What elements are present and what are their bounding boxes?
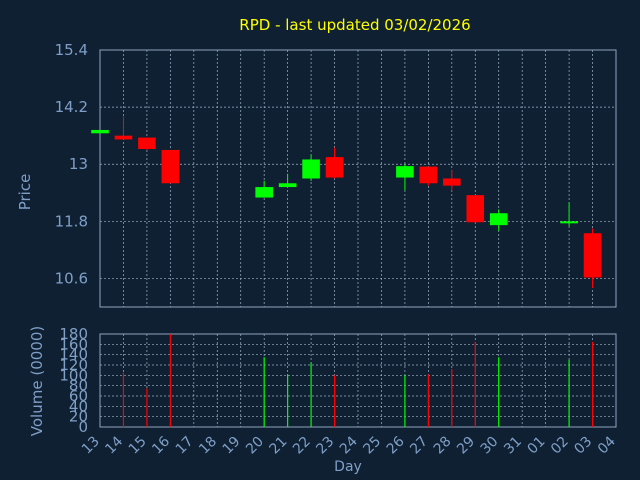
price-tick-label: 14.2 [55, 98, 88, 116]
chart-title: RPD - last updated 03/02/2026 [239, 16, 470, 34]
volume-tick-label: 120 [59, 356, 88, 374]
x-tick-label: 16 [149, 433, 173, 457]
volume-bars [122, 334, 594, 427]
x-tick-label: 27 [407, 434, 431, 458]
x-tick-label: 30 [478, 434, 502, 458]
x-tick-label: 21 [267, 434, 291, 458]
candle-body [114, 135, 133, 140]
tick-labels: 15.414.21311.810.61801601401201008060402… [55, 41, 619, 457]
x-tick-label: 23 [313, 434, 337, 458]
x-tick-label: 02 [548, 434, 572, 458]
volume-tick-label: 20 [69, 408, 88, 426]
candle-body [419, 166, 438, 184]
volume-tick-label: 0 [78, 418, 88, 436]
x-tick-label: 29 [454, 434, 478, 458]
price-axis-label: Price [16, 174, 34, 211]
candle-body [325, 157, 344, 178]
candle-body [396, 166, 414, 178]
volume-tick-label: 180 [59, 325, 88, 343]
price-tick-label: 11.8 [55, 212, 88, 230]
panel-frames [99, 49, 617, 428]
candle-body [161, 149, 180, 184]
grid-layer [99, 49, 617, 428]
candle-body [255, 187, 273, 198]
candle-body [583, 233, 602, 278]
volume-tick-label: 160 [59, 335, 88, 353]
price-tick-label: 13 [69, 155, 88, 173]
candle-body [138, 137, 156, 149]
volume-tick-label: 140 [59, 346, 88, 364]
candle-body [91, 129, 109, 134]
x-tick-label: 28 [431, 434, 455, 458]
x-tick-label: 20 [243, 434, 267, 458]
x-tick-label: 01 [525, 434, 549, 458]
price-panel-frame [99, 49, 617, 308]
x-tick-label: 26 [384, 433, 408, 457]
price-tick-label: 15.4 [55, 41, 88, 59]
x-tick-label: 03 [571, 434, 595, 458]
x-tick-label: 14 [102, 433, 126, 457]
volume-panel-frame [99, 333, 617, 428]
candlesticks [91, 116, 602, 288]
x-tick-label: 17 [173, 434, 197, 458]
volume-tick-label: 40 [69, 397, 88, 415]
x-tick-label: 15 [126, 434, 150, 458]
x-tick-label: 18 [196, 434, 220, 458]
volume-tick-label: 100 [59, 366, 88, 384]
volume-tick-label: 60 [69, 387, 88, 405]
x-tick-label: 13 [79, 434, 103, 458]
candle-body [302, 159, 320, 179]
x-tick-label: 04 [595, 433, 619, 457]
candle-body [560, 221, 578, 224]
x-axis-label: Day [334, 459, 362, 475]
candle-body [278, 183, 297, 188]
x-tick-label: 22 [290, 434, 314, 458]
candle-body [466, 195, 485, 223]
price-tick-label: 10.6 [55, 269, 88, 287]
volume-tick-label: 80 [69, 377, 88, 395]
x-tick-label: 24 [337, 433, 361, 457]
volume-axis-label: Volume (0000) [28, 326, 46, 436]
x-tick-label: 19 [220, 434, 244, 458]
candle-body [489, 213, 508, 226]
candle-body [443, 178, 461, 186]
x-tick-label: 31 [501, 434, 525, 458]
x-tick-label: 25 [360, 434, 384, 458]
